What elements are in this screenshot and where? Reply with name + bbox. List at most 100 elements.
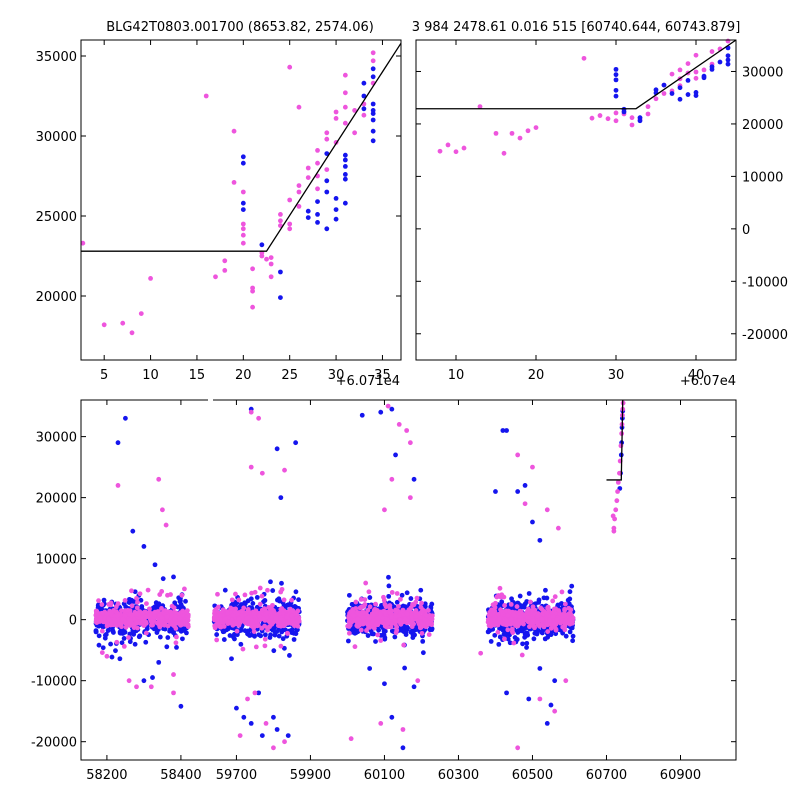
pink-data-point bbox=[342, 120, 348, 126]
blue-data-point bbox=[171, 630, 176, 636]
top-left-blue-points bbox=[240, 66, 376, 300]
blue-data-point bbox=[249, 605, 255, 611]
blue-data-point bbox=[119, 640, 125, 646]
blue-data-point bbox=[315, 220, 320, 225]
y-tick-label: 35000 bbox=[36, 50, 77, 65]
pink-data-point bbox=[413, 614, 419, 619]
pink-data-point bbox=[545, 629, 551, 634]
pink-data-point bbox=[118, 608, 124, 614]
pink-data-point bbox=[709, 49, 715, 54]
blue-data-point bbox=[342, 164, 348, 169]
pink-data-point bbox=[236, 597, 242, 603]
pink-data-point bbox=[370, 50, 376, 56]
blue-data-point bbox=[382, 628, 388, 634]
pink-data-point bbox=[539, 607, 545, 612]
pink-data-point bbox=[101, 322, 107, 328]
pink-data-point bbox=[252, 690, 258, 696]
blue-data-point bbox=[373, 639, 378, 644]
y-tick-label: 30000 bbox=[36, 130, 77, 145]
x-tick-label: 30 bbox=[608, 368, 625, 383]
blue-data-point bbox=[123, 415, 128, 421]
pink-data-point bbox=[562, 627, 568, 633]
pink-data-point bbox=[615, 489, 620, 494]
y-tick-label: -20000 bbox=[742, 328, 788, 343]
pink-data-point bbox=[259, 593, 265, 599]
pink-data-point bbox=[134, 595, 139, 601]
pink-data-point bbox=[357, 605, 363, 611]
bottom-y-ticks: -20000 -10000 0 10000 20000 30000 bbox=[31, 431, 736, 751]
pink-data-point bbox=[540, 611, 546, 617]
pink-data-point bbox=[171, 605, 177, 611]
blue-data-point bbox=[141, 678, 147, 684]
top-right-axes-frame bbox=[415, 39, 737, 361]
blue-data-point bbox=[315, 212, 320, 217]
blue-data-point bbox=[523, 630, 529, 636]
pink-data-point bbox=[529, 608, 535, 613]
blue-data-point bbox=[555, 602, 561, 608]
pink-data-point bbox=[346, 630, 352, 636]
pink-data-point bbox=[562, 601, 568, 607]
blue-data-point bbox=[241, 714, 247, 720]
pink-data-point bbox=[355, 616, 361, 622]
pink-data-point bbox=[106, 616, 112, 622]
pink-data-point bbox=[393, 609, 399, 614]
blue-data-point bbox=[613, 72, 619, 78]
pink-data-point bbox=[152, 609, 158, 615]
pink-data-point bbox=[214, 637, 220, 643]
pink-data-point bbox=[134, 684, 139, 690]
pink-data-point bbox=[148, 684, 154, 690]
blue-data-point bbox=[254, 595, 260, 600]
pink-data-point bbox=[497, 585, 503, 591]
x-tick-label: 60100 bbox=[364, 768, 405, 783]
pink-data-point bbox=[362, 597, 368, 603]
pink-data-point bbox=[271, 745, 276, 751]
pink-data-point bbox=[525, 615, 531, 620]
blue-data-point bbox=[262, 598, 268, 603]
blue-data-point bbox=[411, 684, 417, 690]
blue-data-point bbox=[386, 593, 392, 599]
blue-data-point bbox=[342, 200, 348, 206]
pink-data-point bbox=[693, 75, 699, 81]
blue-data-point bbox=[717, 59, 723, 65]
pink-data-point bbox=[278, 643, 284, 649]
blue-data-point bbox=[389, 406, 395, 412]
blue-data-point bbox=[352, 630, 358, 636]
blue-data-point bbox=[165, 635, 171, 640]
pink-data-point bbox=[296, 104, 302, 110]
pink-data-point bbox=[410, 602, 415, 607]
x-tick-label: 58400 bbox=[160, 768, 201, 783]
blue-data-point bbox=[370, 66, 376, 72]
blue-data-point bbox=[516, 628, 521, 633]
pink-data-point bbox=[348, 736, 354, 742]
pink-data-point bbox=[530, 464, 535, 470]
blue-data-point bbox=[342, 176, 348, 182]
top-left-title: BLG42T0803.001700 (8653.82, 2574.06) bbox=[106, 20, 374, 35]
pink-data-point bbox=[544, 610, 550, 616]
pink-data-point bbox=[521, 612, 527, 618]
pink-data-point bbox=[237, 620, 243, 625]
blue-data-point bbox=[725, 61, 731, 67]
blue-data-point bbox=[137, 633, 143, 639]
pink-data-point bbox=[220, 607, 226, 613]
pink-data-point bbox=[352, 108, 358, 113]
pink-data-point bbox=[536, 623, 542, 629]
y-tick-label: -20000 bbox=[31, 736, 77, 751]
blue-data-point bbox=[180, 636, 185, 642]
pink-data-point bbox=[515, 452, 521, 458]
blue-data-point bbox=[386, 583, 392, 589]
pink-data-point bbox=[212, 614, 217, 620]
blue-data-point bbox=[411, 476, 417, 482]
blue-data-point bbox=[725, 53, 731, 59]
pink-data-point bbox=[261, 616, 267, 622]
pink-data-point bbox=[387, 606, 393, 611]
blue-data-point bbox=[278, 269, 283, 275]
x-tick-label: 58200 bbox=[86, 768, 127, 783]
pink-data-point bbox=[257, 614, 263, 619]
blue-data-point bbox=[250, 601, 256, 606]
pink-data-point bbox=[610, 513, 616, 519]
pink-data-point bbox=[180, 608, 186, 614]
blue-data-point bbox=[503, 632, 509, 638]
pink-data-point bbox=[394, 591, 400, 596]
pink-data-point bbox=[554, 617, 560, 623]
pink-data-point bbox=[273, 615, 279, 621]
